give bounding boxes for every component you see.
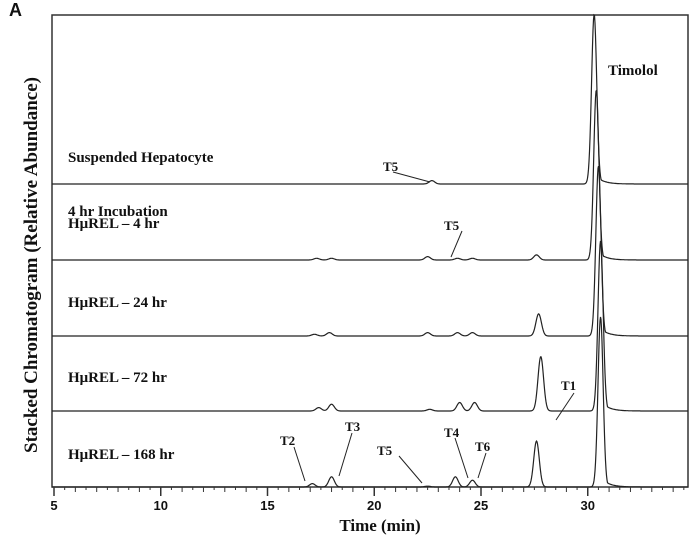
- x-tick-label: 10: [153, 498, 168, 513]
- annotation-leader: [454, 437, 469, 479]
- chromatogram-trace: [52, 13, 688, 185]
- x-axis-label: Time (min): [339, 516, 421, 535]
- peak-label-t3: T3: [345, 419, 361, 434]
- annotation-leader: [555, 392, 575, 421]
- trace-label-hurel-24hr: HμREL – 24 hr: [68, 295, 167, 311]
- peak-label-t4: T4: [444, 425, 460, 440]
- panel-letter: A: [9, 0, 22, 20]
- annotation-leader: [338, 432, 353, 477]
- peak-label-t5-trace5: T5: [377, 443, 393, 458]
- peak-label-t2: T2: [280, 433, 296, 448]
- trace-label-hurel-72hr: HμREL – 72 hr: [68, 370, 167, 386]
- chromatogram-trace: [52, 89, 688, 261]
- peak-label-t5-trace1: T5: [383, 159, 399, 174]
- trace-label-line: Suspended Hepatocyte: [68, 150, 214, 166]
- trace-label-suspended-hepatocyte: Suspended Hepatocyte 4 hr Incubation: [68, 113, 213, 257]
- peak-label-t1: T1: [561, 378, 577, 393]
- trace-label-hurel-4hr: HμREL – 4 hr: [68, 216, 160, 232]
- timolol-label: Timolol: [608, 63, 658, 79]
- chromatogram-trace: [52, 316, 688, 488]
- x-tick-label: 20: [367, 498, 382, 513]
- trace-label-line: 4 hr Incubation: [68, 204, 168, 220]
- x-tick-label: 30: [580, 498, 595, 513]
- peak-label-t5-trace2: T5: [444, 218, 460, 233]
- x-tick-label: 5: [50, 498, 58, 513]
- annotation-leader: [398, 455, 423, 484]
- annotation-leader: [392, 171, 431, 183]
- annotation-leader: [450, 230, 463, 258]
- chromatogram-trace: [52, 240, 688, 412]
- x-tick-label: 25: [473, 498, 489, 513]
- annotation-leader: [293, 446, 306, 482]
- peak-label-t6: T6: [475, 439, 491, 454]
- x-tick-label: 15: [260, 498, 275, 513]
- chromatogram-trace: [52, 165, 688, 337]
- annotation-leader: [477, 452, 487, 479]
- trace-label-hurel-168hr: HμREL – 168 hr: [68, 447, 175, 463]
